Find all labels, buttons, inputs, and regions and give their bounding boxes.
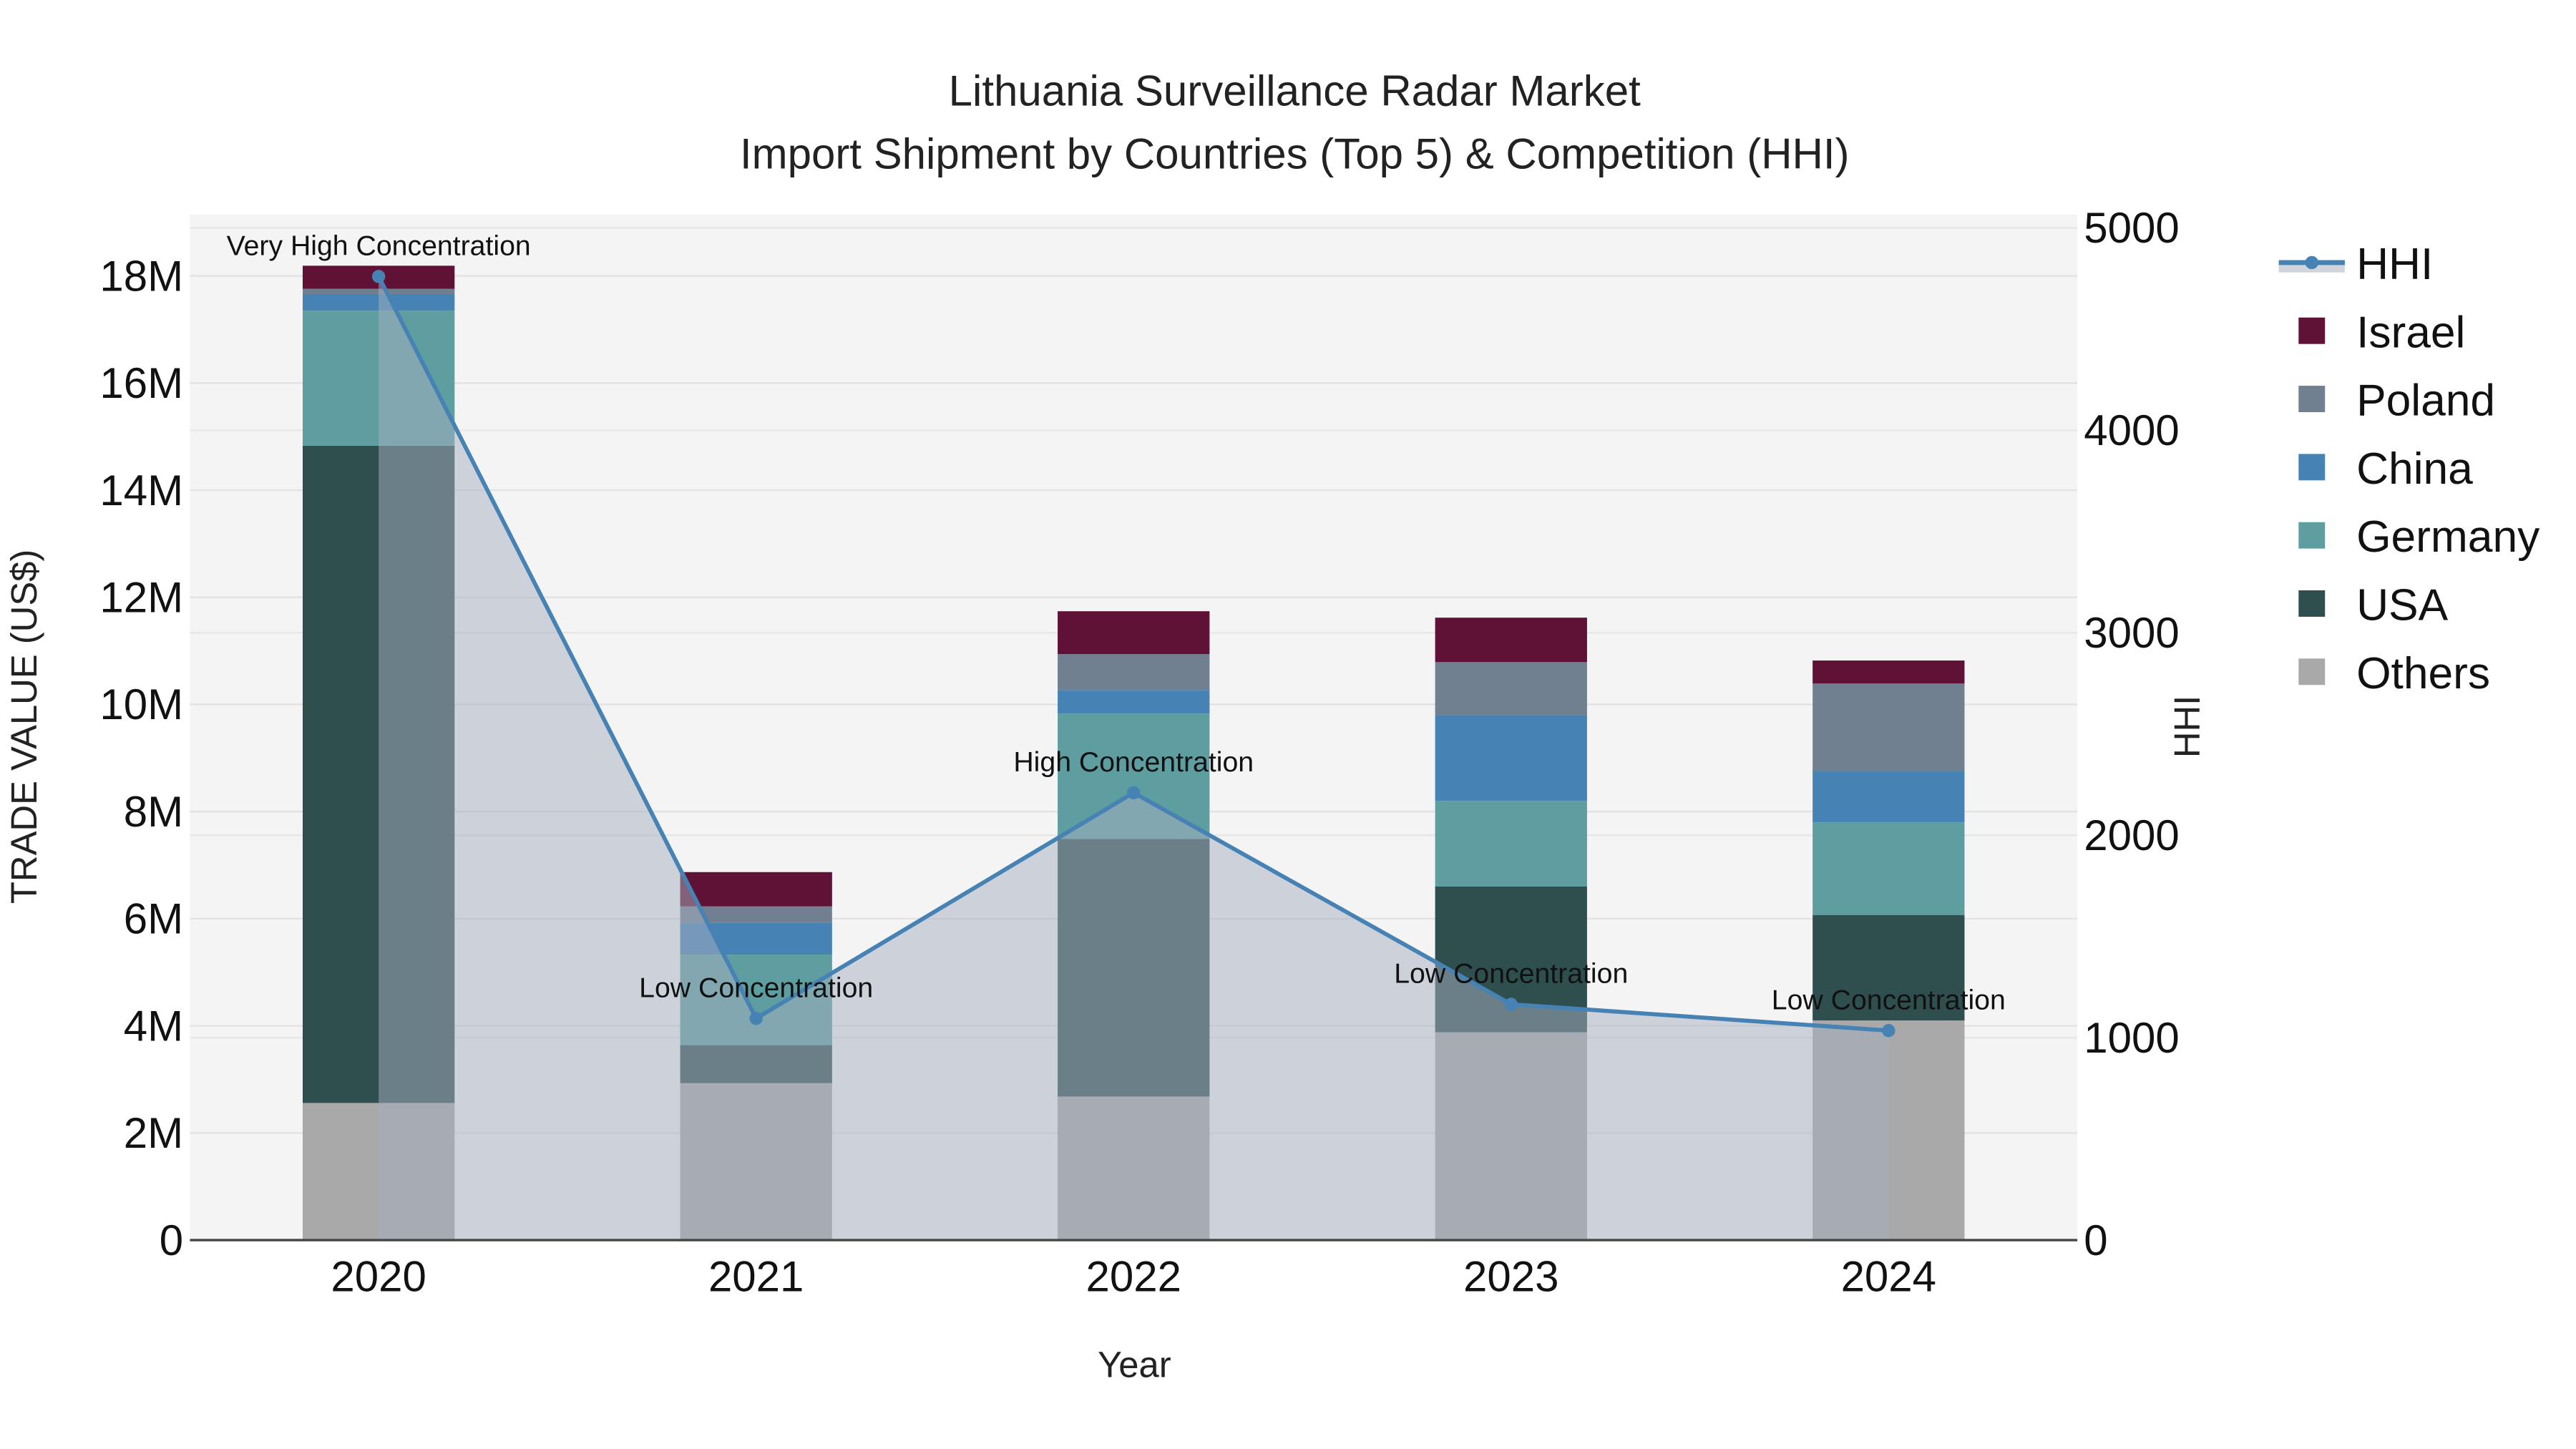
y-tick-label: 16M [99, 359, 183, 407]
legend-swatch [2298, 317, 2326, 344]
legend-swatch [2298, 590, 2326, 617]
legend-item-china[interactable]: China [2298, 444, 2473, 494]
x-axis-title: Year [1098, 1345, 1171, 1385]
hhi-line: Very High Concentration Low Concentration… [227, 230, 2006, 1038]
legend-item-poland[interactable]: Poland [2298, 376, 2495, 426]
hhi-point [1882, 1024, 1896, 1038]
y-tick-label: 6M [124, 895, 183, 943]
legend-label: Israel [2356, 308, 2465, 357]
legend-swatch [2298, 386, 2326, 412]
y-tick-label: 2M [124, 1109, 183, 1157]
legend-item-usa[interactable]: USA [2298, 581, 2449, 630]
legend-label: Poland [2356, 376, 2495, 426]
y-tick-label: 8M [124, 788, 183, 836]
y2-tick-label: 1000 [2084, 1014, 2179, 1062]
legend-label: China [2356, 444, 2473, 494]
y2-tick-label: 2000 [2084, 811, 2179, 859]
legend-swatch [2298, 454, 2326, 481]
bar-israel-2021 [680, 872, 832, 907]
hhi-annotation: Very High Concentration [227, 230, 531, 261]
bar-israel-2023 [1435, 618, 1587, 663]
y-tick-label: 10M [99, 680, 183, 728]
bar-poland-2020 [303, 288, 455, 295]
chart-subtitle: Import Shipment by Countries (Top 5) & C… [740, 130, 1850, 177]
y-axis-title: TRADE VALUE (US$) [4, 550, 44, 904]
hhi-point [749, 1012, 763, 1025]
legend-label: Germany [2356, 512, 2540, 562]
hhi-point [1504, 997, 1518, 1011]
bar-china-2020 [303, 294, 455, 311]
x-tick-label: 2020 [331, 1253, 426, 1301]
hhi-point [1127, 786, 1141, 800]
legend-item-hhi[interactable]: HHI [2278, 240, 2434, 289]
x-tick-label: 2022 [1085, 1253, 1181, 1301]
bar-poland-2021 [680, 906, 832, 923]
y2-tick-label: 4000 [2084, 406, 2179, 454]
chart-title: Lithuania Surveillance Radar Market [949, 67, 1641, 115]
legend-swatch [2298, 522, 2326, 549]
y-tick-label: 12M [99, 574, 183, 622]
y2-tick-label: 0 [2084, 1216, 2107, 1264]
legend-item-israel[interactable]: Israel [2298, 308, 2465, 357]
hhi-area [379, 276, 1889, 1241]
legend-label: USA [2356, 581, 2449, 630]
x-tick-label: 2024 [1841, 1253, 1936, 1301]
hhi-area-fill [379, 276, 1889, 1241]
y-tick-label: 14M [99, 467, 183, 514]
legend-label: HHI [2356, 240, 2433, 289]
bar-israel-2022 [1058, 611, 1210, 655]
bar-israel-2024 [1813, 660, 1965, 684]
bar-usa-2024 [1813, 914, 1965, 1021]
bar-poland-2022 [1058, 654, 1210, 691]
bar-poland-2023 [1435, 662, 1587, 716]
y-tick-label: 4M [124, 1002, 183, 1050]
legend: HHI Israel Poland China Germany USA Others [2278, 240, 2540, 698]
y2-tick-label: 3000 [2084, 609, 2179, 657]
y-tick-label: 0 [160, 1216, 183, 1264]
legend-item-others[interactable]: Others [2298, 649, 2490, 698]
hhi-annotation: High Concentration [1013, 746, 1254, 778]
y-tick-label: 18M [99, 252, 183, 300]
y2-axis-title: HHI [2167, 696, 2207, 758]
legend-swatch [2298, 658, 2326, 686]
legend-item-germany[interactable]: Germany [2298, 512, 2540, 562]
legend-marker [2305, 255, 2318, 270]
bar-poland-2024 [1813, 683, 1965, 772]
legend-label: Others [2356, 649, 2490, 698]
bar-china-2022 [1058, 690, 1210, 714]
hhi-annotation: Low Concentration [1772, 984, 2006, 1015]
hhi-point [371, 270, 386, 283]
x-tick-label: 2021 [708, 1253, 804, 1301]
hhi-annotation: Low Concentration [639, 972, 873, 1003]
bar-germany-2023 [1435, 801, 1587, 887]
hhi-annotation: Low Concentration [1394, 957, 1628, 989]
y2-tick-label: 5000 [2084, 204, 2179, 252]
bar-germany-2024 [1813, 822, 1965, 915]
bar-china-2023 [1435, 715, 1587, 801]
x-tick-label: 2023 [1463, 1253, 1558, 1301]
ticks: 0 2M 4M 6M 8M 10M 12M 14M 16M 18M 0 1000 2000 3000 400… [99, 204, 2179, 1300]
bar-china-2024 [1813, 771, 1965, 823]
